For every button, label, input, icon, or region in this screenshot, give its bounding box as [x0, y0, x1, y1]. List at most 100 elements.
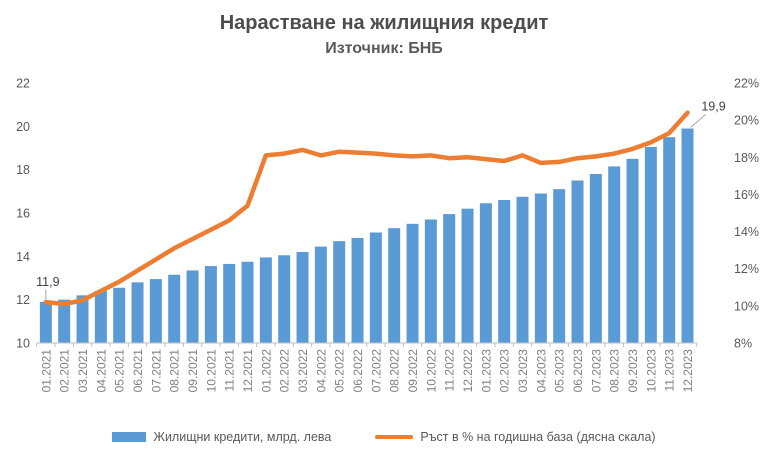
x-axis-label-12.2022: 12.2022	[461, 349, 475, 393]
bar-06.2021	[131, 282, 144, 343]
x-axis-label-09.2021: 09.2021	[186, 349, 200, 393]
x-axis-label-02.2022: 02.2022	[278, 349, 292, 393]
x-axis-label-06.2021: 06.2021	[131, 349, 145, 393]
x-axis-label-01.2022: 01.2022	[259, 349, 273, 393]
bar-07.2023	[589, 174, 602, 343]
bar-03.2023	[516, 196, 529, 343]
x-axis-label-01.2021: 01.2021	[39, 349, 53, 393]
x-axis-label-08.2021: 08.2021	[168, 349, 182, 393]
x-axis-label-05.2021: 05.2021	[113, 349, 127, 393]
bar-series-swatch	[112, 432, 147, 442]
left-axis-tick-label: 22	[16, 77, 30, 91]
x-axis-label-11.2021: 11.2021	[223, 349, 237, 392]
legend-item-loans: Жилищни кредити, млрд. лева	[112, 430, 331, 444]
bar-09.2022	[406, 223, 419, 343]
bar-11.2021	[223, 263, 236, 343]
bar-10.2021	[204, 266, 217, 343]
data-label-last: 19,9	[701, 100, 725, 114]
left-axis-tick-label: 18	[16, 163, 30, 177]
line-series-label: Ръст в % на годишна база (дясна скала)	[420, 430, 656, 444]
bar-07.2022	[369, 232, 382, 343]
bar-05.2021	[113, 287, 126, 343]
x-axis-label-05.2023: 05.2023	[553, 349, 567, 393]
x-axis-label-02.2021: 02.2021	[58, 349, 72, 393]
bar-03.2021	[76, 295, 89, 343]
right-axis-tick-label: 16%	[734, 188, 759, 202]
x-axis-label-08.2022: 08.2022	[388, 349, 402, 393]
x-axis-label-04.2022: 04.2022	[314, 349, 328, 393]
x-axis-label-09.2022: 09.2022	[406, 349, 420, 393]
x-axis-label-10.2021: 10.2021	[204, 349, 218, 393]
x-axis-label-01.2023: 01.2023	[479, 349, 493, 393]
right-axis-tick-label: 10%	[734, 299, 759, 313]
x-axis-label-03.2021: 03.2021	[76, 349, 90, 393]
x-axis-label-06.2022: 06.2022	[351, 349, 365, 393]
x-axis-label-10.2023: 10.2023	[644, 349, 658, 393]
bar-01.2023	[479, 203, 492, 343]
x-axis-label-04.2021: 04.2021	[94, 349, 108, 393]
bar-12.2022	[461, 208, 474, 343]
x-axis-label-10.2022: 10.2022	[424, 349, 438, 393]
bar-02.2021	[58, 299, 71, 343]
x-axis-label-07.2023: 07.2023	[589, 349, 603, 393]
bar-08.2021	[168, 274, 181, 343]
x-axis-label-11.2023: 11.2023	[663, 349, 677, 392]
left-axis-tick-label: 20	[16, 120, 30, 134]
left-axis-tick-label: 10	[16, 337, 30, 351]
right-axis-tick-label: 14%	[734, 225, 759, 239]
left-axis-tick-label: 12	[16, 293, 30, 307]
x-axis-label-07.2021: 07.2021	[149, 349, 163, 393]
x-axis-label-03.2023: 03.2023	[516, 349, 530, 393]
bar-04.2021	[94, 291, 107, 343]
bar-08.2022	[388, 228, 401, 343]
bar-03.2022	[296, 252, 309, 343]
chart-title: Нарастване на жилищния кредит	[219, 12, 549, 34]
x-axis-label-02.2023: 02.2023	[498, 349, 512, 393]
left-axis-tick-label: 14	[16, 250, 30, 264]
bar-12.2023	[681, 128, 694, 343]
legend: Жилищни кредити, млрд. лева Ръст в % на …	[0, 430, 768, 444]
chart-subtitle: Източник: БНБ	[325, 40, 443, 57]
x-axis-label-03.2022: 03.2022	[296, 349, 310, 393]
bar-01.2022	[259, 257, 272, 343]
bar-08.2023	[608, 166, 621, 343]
right-axis-tick-label: 8%	[734, 337, 752, 351]
bar-04.2022	[314, 246, 327, 343]
leader-line	[690, 114, 706, 128]
bar-05.2023	[553, 189, 566, 343]
line-series-swatch	[375, 434, 414, 440]
bar-01.2021	[39, 301, 52, 343]
left-axis-tick-label: 16	[16, 207, 30, 221]
x-axis-label-11.2022: 11.2022	[443, 349, 457, 392]
bar-series-label: Жилищни кредити, млрд. лева	[153, 430, 332, 444]
right-axis-tick-label: 12%	[734, 262, 759, 276]
bar-09.2023	[626, 158, 639, 343]
right-axis-tick-label: 18%	[734, 151, 759, 165]
x-axis-label-12.2021: 12.2021	[241, 349, 255, 393]
right-axis-tick-label: 22%	[734, 77, 759, 91]
bar-02.2022	[278, 255, 291, 343]
bar-06.2022	[351, 237, 364, 343]
x-axis-label-04.2023: 04.2023	[534, 349, 548, 393]
legend-item-growth: Ръст в % на годишна база (дясна скала)	[375, 430, 656, 444]
bar-07.2021	[149, 279, 162, 343]
data-label-first: 11,9	[36, 275, 59, 289]
bar-11.2023	[663, 137, 676, 343]
bar-06.2023	[571, 180, 584, 343]
x-axis-label-09.2023: 09.2023	[626, 349, 640, 393]
bar-09.2021	[186, 270, 199, 343]
x-axis-label-07.2022: 07.2022	[369, 349, 383, 393]
growth-line	[43, 110, 690, 307]
bar-12.2021	[241, 261, 254, 343]
bar-05.2022	[333, 241, 346, 343]
bar-10.2023	[644, 146, 657, 343]
x-axis-label-06.2023: 06.2023	[571, 349, 585, 393]
bar-02.2023	[498, 200, 511, 343]
x-axis-label-08.2023: 08.2023	[608, 349, 622, 393]
right-axis-tick-label: 20%	[734, 114, 759, 128]
bar-11.2022	[443, 214, 456, 343]
bar-10.2022	[424, 219, 437, 343]
x-axis-label-12.2023: 12.2023	[681, 349, 695, 393]
